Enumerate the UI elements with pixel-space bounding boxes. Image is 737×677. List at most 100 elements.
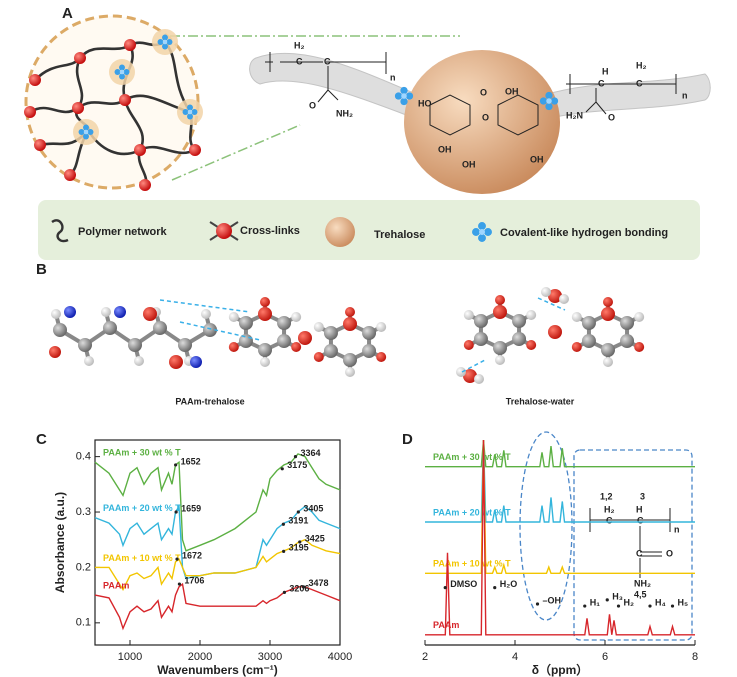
- atom: [201, 309, 211, 319]
- annotation: H₃: [612, 591, 623, 601]
- atom: [298, 331, 312, 345]
- atom: [49, 346, 61, 358]
- atom: [495, 355, 505, 365]
- paam-region: [573, 449, 693, 641]
- annotation-point: [280, 467, 284, 471]
- annotation: 1652: [181, 456, 201, 466]
- series-line: [425, 439, 695, 468]
- molecule-caption: Trehalose-water: [506, 396, 575, 406]
- atom: [228, 342, 239, 352]
- cross-link: [24, 106, 36, 118]
- annotation: 1706: [184, 575, 204, 585]
- atom: [463, 369, 477, 383]
- x-axis-title: Wavenumbers (cm⁻¹): [157, 663, 278, 677]
- structure-label: C: [636, 548, 643, 558]
- legend: Polymer network Cross-links Trehalose Co…: [38, 200, 700, 260]
- atom: [203, 323, 217, 337]
- zoom-line: [171, 124, 301, 181]
- chem-label: HO: [418, 98, 432, 108]
- panel-label: D: [402, 431, 413, 448]
- legend-label: Polymer network: [78, 226, 168, 238]
- y-tick-label: 0.1: [76, 617, 91, 629]
- chem-label: H₂: [636, 60, 647, 70]
- scheme: H₂ C C n O NH₂ HO O OH OH OH O OH H H₂ C…: [24, 14, 711, 194]
- x-axis-title: δ（ppm）: [532, 662, 589, 677]
- structure-label: 4,5: [634, 589, 647, 599]
- legend-label: Cross-links: [240, 225, 300, 237]
- series-label: PAAm: [103, 581, 129, 591]
- annotation-point: [282, 549, 286, 553]
- series-label: PAAm + 10 wt % T: [103, 553, 181, 563]
- series-line: [425, 439, 695, 636]
- chem-label: O: [608, 112, 615, 122]
- atom: [362, 326, 377, 340]
- structure-label: O: [666, 548, 673, 558]
- atom: [323, 326, 338, 340]
- atom: [313, 352, 324, 362]
- atom: [548, 325, 562, 339]
- series-label: PAAm: [433, 620, 459, 630]
- annotation-point: [174, 510, 178, 514]
- cross-link: [124, 39, 136, 51]
- atom: [277, 316, 292, 330]
- atom: [493, 305, 507, 319]
- atom: [603, 357, 613, 367]
- atom: [376, 322, 387, 332]
- atom: [581, 316, 596, 330]
- atom: [474, 374, 484, 384]
- annotation-point: [443, 586, 447, 590]
- annotation: 3478: [308, 578, 328, 588]
- molecule-caption: PAAm-trehalose: [175, 396, 244, 406]
- atom: [258, 307, 272, 321]
- annotation: 3405: [303, 503, 323, 513]
- annotation-point: [535, 602, 540, 606]
- chart: 1000 2000 3000 4000 0.1 0.2 0.3 0.4 Wavenumbers …: [53, 439, 352, 677]
- atom: [512, 314, 527, 328]
- annotation: H₅: [678, 597, 689, 607]
- annotation-point: [616, 604, 621, 608]
- atom: [291, 312, 302, 322]
- atom: [345, 367, 355, 377]
- x-tick-label: 4000: [328, 651, 352, 663]
- annotation-point: [298, 540, 302, 544]
- atom: [260, 297, 270, 307]
- chart: 2 4 6 8 δ（ppm） PAAm + 30 wt % T PAAm + 20 wt %…: [422, 439, 698, 677]
- atom: [323, 344, 338, 358]
- atom: [620, 316, 635, 330]
- annotation: –OH: [543, 595, 562, 605]
- annotation: DMSO: [450, 579, 477, 589]
- atom: [541, 287, 551, 297]
- x-tick-label: 2: [422, 651, 428, 663]
- atom: [84, 356, 94, 366]
- x-tick-label: 6: [602, 651, 608, 663]
- atom: [526, 340, 537, 350]
- atom: [238, 334, 253, 348]
- atom: [114, 306, 126, 318]
- annotation-point: [648, 604, 652, 608]
- series-line: [95, 538, 341, 592]
- chem-label: O: [309, 100, 316, 110]
- chem-bonds: [265, 52, 677, 136]
- cross-links: [24, 39, 201, 191]
- atom: [190, 356, 202, 368]
- annotation-point: [174, 463, 178, 467]
- atom: [134, 356, 144, 366]
- panel-label: A: [62, 5, 73, 22]
- series-label: PAAm + 10 wt % T: [433, 559, 511, 569]
- series-label: PAAm + 20 wt % T: [433, 507, 511, 517]
- polymer-tube: [249, 52, 426, 123]
- chem-label: OH: [462, 159, 476, 169]
- atom: [78, 338, 92, 352]
- atom: [581, 334, 596, 348]
- atom: [343, 353, 357, 367]
- oh-region: [519, 431, 573, 621]
- trehalose-blobs: [73, 29, 203, 145]
- chem-label: n: [682, 90, 688, 100]
- x-tick-label: 1000: [118, 651, 142, 663]
- atom: [495, 295, 505, 305]
- atom: [238, 316, 253, 330]
- atom: [51, 309, 61, 319]
- hbond-line: [159, 299, 251, 313]
- atom: [526, 310, 537, 320]
